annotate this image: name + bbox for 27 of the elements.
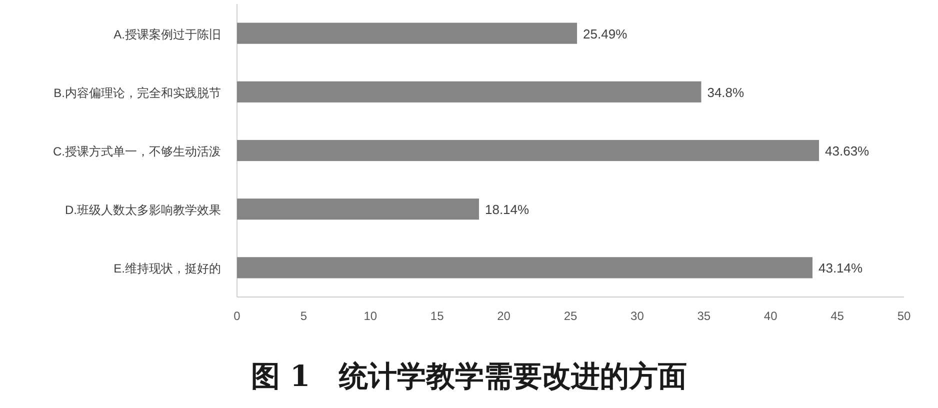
y-tick-label: C.授课方式单一，不够生动活泼: [53, 144, 221, 158]
x-tick-label: 45: [830, 309, 844, 323]
data-label: 18.14%: [484, 202, 530, 218]
bar: [237, 257, 812, 278]
x-tick-label: 15: [430, 309, 444, 323]
y-tick-label: E.维持现状，挺好的: [114, 262, 221, 276]
data-label: 43.63%: [825, 144, 870, 158]
bar: [237, 198, 479, 220]
text: 图 1 统计学教学需要改进的方面: [250, 359, 688, 393]
x-tick-label: 0: [234, 309, 241, 323]
y-tick-label: A.授课案例过于陈旧: [114, 27, 221, 42]
bar: [237, 22, 578, 44]
x-tick-label: 50: [897, 309, 911, 323]
data-label: 25.49%: [583, 26, 628, 42]
x-tick-label: 10: [364, 309, 378, 323]
y-tick-label: D.班级人数太多影响教学效果: [65, 203, 221, 218]
data-label: 43.14%: [818, 260, 864, 276]
y-tick-label: B.内容偏理论，完全和实践脱节: [54, 86, 221, 100]
x-tick-label: 25: [564, 309, 578, 323]
x-tick-label: 5: [300, 309, 308, 323]
bar: [237, 81, 702, 102]
x-tick-label: 40: [764, 309, 778, 323]
data-label: 34.8%: [707, 84, 745, 100]
x-tick-label: 35: [697, 309, 711, 323]
x-tick-label: 30: [630, 309, 644, 323]
bar: [237, 140, 820, 162]
x-tick-label: 20: [497, 309, 511, 323]
